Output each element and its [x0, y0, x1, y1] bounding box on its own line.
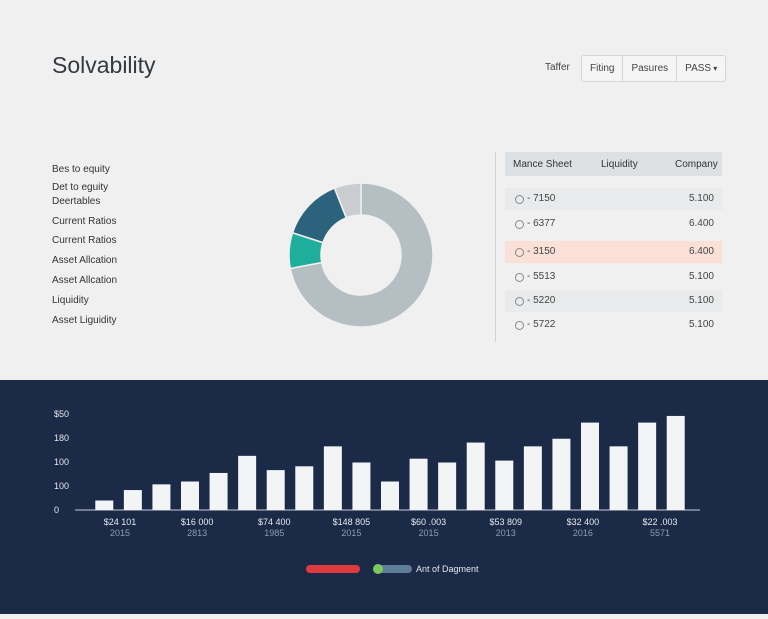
row-value: 5.100 — [688, 271, 714, 282]
row-value: 5.100 — [688, 295, 714, 306]
row-icon — [515, 195, 524, 204]
sidebar-item: Asset Allcation — [52, 275, 118, 286]
x-label-amount: $148 805 — [333, 517, 371, 527]
donut-segment — [289, 182, 434, 328]
y-axis-label: $50 — [54, 409, 69, 419]
filter-label: Taffer — [545, 62, 570, 73]
row-amount: - 5722 — [527, 319, 556, 330]
table-row: - 5722 5.100 — [505, 314, 722, 336]
row-amount: - 5513 — [527, 271, 556, 282]
bar — [152, 484, 171, 510]
x-label-amount: $24 101 — [104, 517, 137, 527]
x-label-amount: $32 400 — [567, 517, 600, 527]
column-header: Liquidity — [601, 159, 638, 170]
sidebar-item: Bes to equity — [52, 164, 110, 175]
bar — [352, 462, 371, 510]
bar — [552, 438, 571, 510]
divider — [495, 152, 496, 342]
bar — [609, 446, 628, 510]
row-icon — [515, 273, 524, 282]
x-label-year: 2015 — [341, 528, 361, 538]
bar — [266, 470, 285, 510]
table-row: - 5220 5.100 — [505, 290, 722, 312]
row-icon — [515, 220, 524, 229]
x-label-amount: $53 809 — [489, 517, 522, 527]
x-label-year: 2016 — [573, 528, 593, 538]
filter-button[interactable]: Fiting — [590, 63, 615, 74]
sidebar-item: Asset Allcation — [52, 255, 118, 266]
y-axis-label: 180 — [54, 433, 69, 443]
donut-segment — [333, 182, 362, 219]
x-label-amount: $60 .003 — [411, 517, 446, 527]
sidebar-item: Deertables — [52, 196, 101, 207]
table-header: Mance Sheet Liquidity Company — [505, 152, 722, 176]
row-value: 6.400 — [688, 218, 714, 229]
table-row: - 6377 6.400 — [505, 213, 722, 235]
bar — [181, 481, 199, 510]
sidebar-item: Liquidity — [52, 295, 89, 306]
x-label-year: 1985 — [264, 528, 284, 538]
bar — [295, 466, 314, 510]
bar — [466, 442, 485, 510]
sidebar-item: Current Ratios — [52, 235, 117, 246]
y-axis-label: 100 — [54, 481, 69, 491]
bar — [209, 472, 228, 510]
row-value: 5.100 — [688, 319, 714, 330]
x-label-year: 2015 — [419, 528, 439, 538]
x-label-amount: $16 000 — [181, 517, 214, 527]
page-title: Solvability — [52, 52, 156, 78]
filter-button[interactable]: PASS ▾ — [676, 56, 725, 81]
bar — [123, 490, 142, 510]
donut-chart — [288, 182, 434, 328]
sidebar-item: Current Ratios — [52, 216, 117, 227]
row-icon — [515, 248, 524, 257]
x-label-year: 5571 — [650, 528, 670, 538]
row-amount: - 5220 — [527, 295, 556, 306]
bar — [523, 446, 542, 510]
legend-pill — [306, 565, 360, 573]
x-label-amount: $22 .003 — [642, 517, 677, 527]
row-amount: - 6377 — [527, 218, 556, 229]
table-row: - 7150 5.100 — [505, 188, 722, 210]
bar — [323, 446, 342, 510]
sidebar-item: Asset Liguidity — [52, 315, 117, 326]
bar — [638, 422, 657, 510]
column-header: Mance Sheet — [513, 159, 572, 170]
legend-label: Ant of Dagment — [416, 564, 479, 574]
bar — [238, 455, 257, 510]
x-label-amount: $74 400 — [258, 517, 291, 527]
column-header: Company — [675, 159, 718, 170]
bar — [666, 415, 685, 510]
x-label-year: 2015 — [110, 528, 130, 538]
y-axis-label: 100 — [54, 457, 69, 467]
row-amount: - 3150 — [527, 246, 556, 257]
bar — [495, 460, 514, 510]
bottom-panel: $50 180 100 100 0 $24 101 2015 $16 000 2813 $74 4… — [0, 380, 768, 614]
bar — [409, 458, 428, 510]
row-value: 5.100 — [688, 193, 714, 204]
table-row: - 3150 6.400 — [505, 241, 722, 263]
row-amount: - 7150 — [527, 193, 556, 204]
filter-button[interactable]: Pasures — [622, 56, 676, 81]
table-row: - 5513 5.100 — [505, 266, 722, 288]
x-label-year: 2013 — [496, 528, 516, 538]
bar — [381, 481, 399, 510]
row-value: 6.400 — [688, 246, 714, 257]
row-icon — [515, 321, 524, 330]
legend-dot — [373, 564, 383, 574]
bar — [438, 462, 457, 510]
y-axis-label: 0 — [54, 505, 59, 515]
row-icon — [515, 297, 524, 306]
filter-group: Fiting Pasures PASS ▾ — [581, 55, 727, 82]
bar — [95, 500, 114, 510]
legend-pill — [376, 565, 412, 573]
bar — [581, 422, 599, 510]
top-panel: Solvability Taffer Fiting Pasures PASS ▾ B… — [52, 52, 727, 342]
x-label-year: 2813 — [187, 528, 207, 538]
sidebar-item: Det to eguity — [52, 182, 109, 193]
